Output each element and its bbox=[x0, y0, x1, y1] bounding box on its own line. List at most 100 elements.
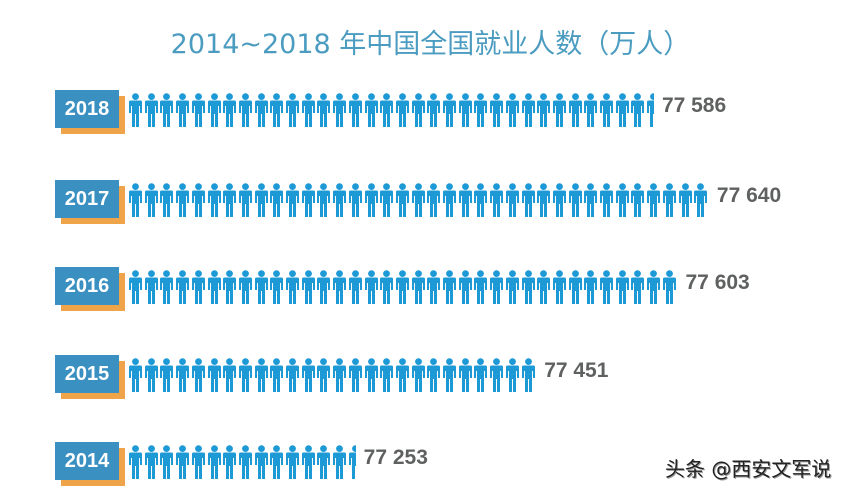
person-icon bbox=[473, 358, 488, 392]
person-icon bbox=[301, 445, 316, 479]
person-icon bbox=[332, 183, 347, 217]
person-icon bbox=[599, 183, 614, 217]
person-icon bbox=[473, 183, 488, 217]
person-icon bbox=[144, 93, 159, 127]
person-icon bbox=[426, 183, 441, 217]
person-icon bbox=[662, 183, 677, 217]
person-icon bbox=[379, 358, 394, 392]
person-icon bbox=[254, 270, 269, 304]
person-icon bbox=[458, 358, 473, 392]
person-icon bbox=[316, 93, 331, 127]
person-icon bbox=[599, 270, 614, 304]
person-icon bbox=[285, 445, 300, 479]
chart-title: 2014~2018 年中国全国就业人数（万人） bbox=[170, 29, 691, 60]
year-badge: 2016 bbox=[55, 267, 125, 311]
person-icon bbox=[175, 93, 190, 127]
person-icon bbox=[521, 270, 536, 304]
year-label: 2017 bbox=[55, 180, 119, 218]
year-label: 2018 bbox=[55, 90, 119, 128]
person-icon bbox=[395, 183, 410, 217]
person-icon bbox=[458, 183, 473, 217]
person-icon bbox=[536, 183, 551, 217]
person-icon bbox=[364, 93, 379, 127]
person-icon bbox=[521, 183, 536, 217]
person-icon bbox=[630, 183, 645, 217]
person-icon bbox=[646, 270, 661, 304]
person-icon bbox=[583, 183, 598, 217]
person-icon bbox=[489, 358, 504, 392]
person-icon bbox=[442, 93, 457, 127]
person-icon bbox=[191, 358, 206, 392]
person-icon bbox=[285, 270, 300, 304]
person-icon bbox=[144, 270, 159, 304]
person-icon bbox=[505, 93, 520, 127]
person-icon bbox=[411, 93, 426, 127]
person-icon bbox=[144, 358, 159, 392]
year-badge: 2014 bbox=[55, 442, 125, 486]
person-icon bbox=[269, 93, 284, 127]
value-label: 77 253 bbox=[363, 446, 428, 469]
value-label: 77 451 bbox=[544, 359, 609, 382]
person-icon bbox=[505, 183, 520, 217]
person-icon bbox=[348, 358, 363, 392]
person-icon bbox=[301, 93, 316, 127]
person-icon bbox=[238, 445, 253, 479]
person-icon bbox=[615, 93, 630, 127]
person-icon bbox=[395, 270, 410, 304]
person-icon bbox=[332, 270, 347, 304]
person-icon bbox=[128, 270, 143, 304]
person-icon bbox=[144, 183, 159, 217]
person-icon bbox=[583, 270, 598, 304]
person-icon bbox=[191, 270, 206, 304]
person-icon bbox=[583, 93, 598, 127]
person-icon bbox=[175, 183, 190, 217]
person-icon bbox=[458, 93, 473, 127]
person-icon bbox=[269, 445, 284, 479]
person-icon bbox=[662, 270, 677, 304]
person-icon bbox=[222, 445, 237, 479]
person-icon bbox=[442, 270, 457, 304]
person-icon bbox=[411, 358, 426, 392]
person-icon bbox=[159, 358, 174, 392]
person-icon bbox=[536, 270, 551, 304]
person-icon bbox=[128, 93, 143, 127]
person-icon bbox=[364, 358, 379, 392]
person-icon bbox=[348, 270, 363, 304]
person-icon bbox=[426, 93, 441, 127]
person-icon bbox=[238, 270, 253, 304]
person-icon bbox=[128, 358, 143, 392]
person-icon bbox=[238, 358, 253, 392]
person-icon bbox=[348, 93, 363, 127]
person-icon bbox=[191, 93, 206, 127]
year-badge: 2018 bbox=[55, 90, 125, 134]
person-icon bbox=[442, 183, 457, 217]
person-icon bbox=[269, 183, 284, 217]
person-icon bbox=[379, 93, 394, 127]
person-icon bbox=[238, 93, 253, 127]
person-icon bbox=[159, 270, 174, 304]
year-badge: 2015 bbox=[55, 355, 125, 399]
person-icon bbox=[222, 270, 237, 304]
person-icon bbox=[301, 270, 316, 304]
person-icon bbox=[144, 445, 159, 479]
person-icon bbox=[301, 358, 316, 392]
person-icon bbox=[175, 445, 190, 479]
person-icon bbox=[316, 358, 331, 392]
person-icon bbox=[646, 93, 655, 127]
person-icon bbox=[222, 183, 237, 217]
person-icon bbox=[505, 358, 520, 392]
person-icon bbox=[316, 183, 331, 217]
person-icon bbox=[568, 270, 583, 304]
person-icon bbox=[285, 93, 300, 127]
year-badge: 2017 bbox=[55, 180, 125, 224]
person-icon bbox=[254, 358, 269, 392]
value-label: 77 603 bbox=[685, 271, 750, 294]
person-icon bbox=[316, 270, 331, 304]
person-icon bbox=[411, 183, 426, 217]
person-icon bbox=[615, 183, 630, 217]
person-icon bbox=[207, 358, 222, 392]
year-label: 2014 bbox=[55, 442, 119, 480]
person-icon bbox=[364, 270, 379, 304]
person-icon bbox=[521, 358, 536, 392]
person-icon bbox=[473, 270, 488, 304]
